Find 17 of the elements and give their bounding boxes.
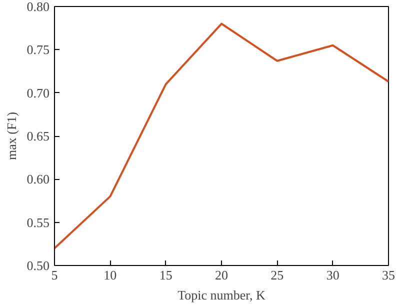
y-tick-label: 0.75: [26, 42, 50, 58]
y-tick-label: 0.60: [26, 172, 50, 187]
x-tick-label: 20: [215, 268, 228, 282]
y-tick-label: 0.80: [26, 0, 50, 14]
y-tick-label: 0.65: [26, 128, 50, 144]
x-axis-title: Topic number, K: [178, 288, 266, 302]
y-tick-label: 0.55: [26, 214, 50, 230]
x-tick-label: 10: [104, 268, 117, 282]
x-tick-label: 35: [382, 268, 395, 282]
x-tick-label: 5: [51, 268, 58, 282]
y-tick-label: 0.50: [26, 258, 50, 273]
x-tick-label: 15: [159, 268, 172, 282]
line-series: [54, 22, 388, 250]
x-tick-label: 25: [270, 268, 284, 282]
y-axis-title: max (F1): [4, 112, 19, 160]
x-tick-label: 30: [326, 268, 340, 282]
y-tick-label: 0.70: [26, 85, 50, 100]
